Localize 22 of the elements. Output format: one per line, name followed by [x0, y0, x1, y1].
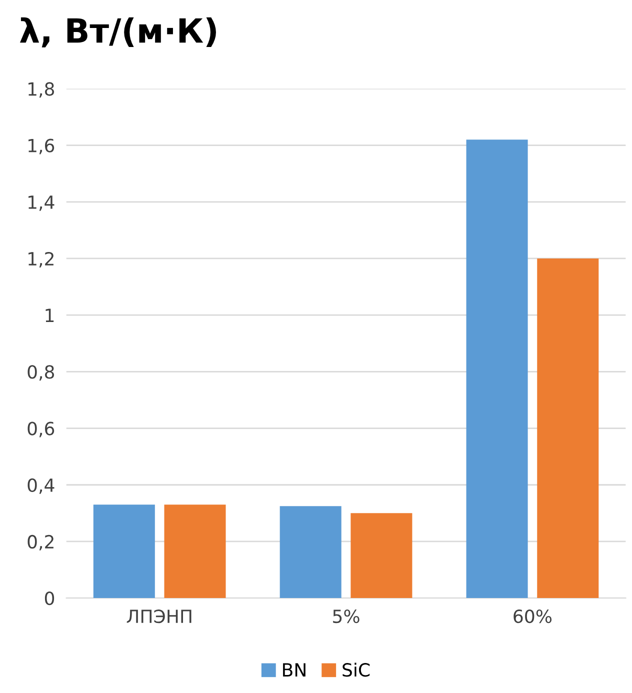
chart-title: λ, Вт/(м·К)	[20, 17, 216, 48]
y-tick-label: 0,2	[28, 534, 54, 550]
legend-label: SiC	[342, 662, 370, 677]
x-tick-label: 60%	[514, 609, 552, 624]
x-tick-label: ЛПЭНП	[126, 609, 192, 624]
y-tick-label: 0,4	[28, 478, 54, 494]
y-tick-label: 1	[46, 308, 54, 322]
x-tick-label: 5%	[333, 609, 360, 624]
y-tick-label: 0	[44, 592, 54, 606]
y-tick-label: 0,6	[28, 422, 54, 438]
bar	[164, 504, 226, 598]
y-tick-label: 0,8	[28, 365, 54, 381]
bar	[93, 504, 155, 598]
y-tick-label: 1,4	[28, 196, 54, 211]
y-tick-label: 1,6	[28, 138, 54, 154]
y-tick-label: 1,8	[28, 82, 54, 98]
bar	[466, 140, 528, 598]
bar	[350, 513, 412, 598]
bar	[537, 258, 599, 598]
y-tick-label: 1,2	[28, 252, 54, 268]
bar	[280, 506, 342, 598]
legend-label: BN	[283, 663, 306, 676]
